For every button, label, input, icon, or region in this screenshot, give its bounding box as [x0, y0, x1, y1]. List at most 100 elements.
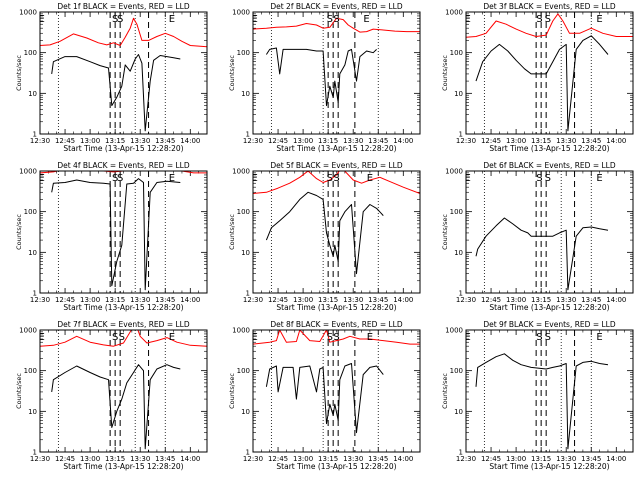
x-tick-label: 13:45: [368, 296, 388, 304]
events-series-line: [51, 364, 181, 450]
x-tick-label: 12:45: [55, 455, 75, 463]
panel-title: Det 1f BLACK = Events, RED = LLD: [57, 2, 190, 11]
x-tick-label: 13:00: [80, 455, 100, 463]
y-tick-label: 100: [237, 208, 250, 216]
x-tick-label: 14:00: [180, 455, 200, 463]
segment-marker: S: [333, 173, 339, 184]
x-tick-label: 12:45: [55, 296, 75, 304]
x-tick-label: 13:15: [105, 296, 125, 304]
x-tick-label: 13:15: [318, 455, 338, 463]
y-axis-label: Counts/sec: [15, 373, 23, 409]
events-series-line: [51, 178, 181, 291]
y-axis-label: Counts/sec: [228, 55, 236, 91]
plot-area: [40, 12, 207, 134]
x-axis-label: Start Time (13-Apr-15 12:28:20): [489, 462, 609, 471]
segment-marker: S: [327, 332, 333, 343]
y-tick-label: 1: [33, 290, 37, 298]
x-tick-label: 12:30: [456, 296, 476, 304]
x-tick-label: 13:15: [318, 296, 338, 304]
segment-marker: S: [117, 14, 123, 25]
y-tick-label: 1: [459, 131, 463, 139]
x-tick-label: 13:00: [293, 296, 313, 304]
y-tick-label: 1000: [232, 327, 250, 335]
plot-frame: [465, 11, 634, 135]
segment-marker: E: [169, 14, 175, 25]
y-tick-label: 1000: [232, 9, 250, 17]
panel-title: Det 7f BLACK = Events, RED = LLD: [57, 320, 190, 329]
y-tick-label: 1000: [445, 327, 463, 335]
lld-series-line: [253, 171, 420, 194]
x-tick-label: 12:45: [481, 137, 501, 145]
lld-series-line: [40, 330, 207, 347]
segment-marker: E: [39, 332, 45, 343]
x-tick-label: 12:45: [55, 137, 75, 145]
x-tick-label: 12:30: [30, 455, 50, 463]
x-tick-label: 12:30: [243, 455, 263, 463]
plot-frame: [465, 329, 634, 453]
segment-marker: E: [363, 14, 369, 25]
x-axis-label: Start Time (13-Apr-15 12:28:20): [276, 462, 396, 471]
y-tick-label: 10: [454, 90, 463, 98]
segment-marker: S: [112, 332, 118, 343]
plot-area: [253, 12, 420, 134]
x-tick-label: 14:00: [180, 296, 200, 304]
x-tick-label: 13:30: [343, 296, 363, 304]
segment-marker: S: [112, 14, 118, 25]
plot-frame: [39, 329, 208, 453]
panel-title: Det 6f BLACK = Events, RED = LLD: [483, 161, 616, 170]
events-series-line: [475, 35, 609, 132]
detector-panel: Det 6f BLACK = Events, RED = LLD 1 10 100 10…: [441, 161, 634, 312]
x-axis-label: Start Time (13-Apr-15 12:28:20): [63, 303, 183, 312]
y-tick-label: 10: [241, 408, 250, 416]
y-axis-label: Counts/sec: [441, 55, 449, 91]
segment-marker: E: [465, 14, 471, 25]
x-tick-label: 13:15: [531, 296, 551, 304]
y-tick-label: 1000: [19, 327, 37, 335]
y-tick-label: 10: [454, 408, 463, 416]
segment-marker: S: [333, 332, 339, 343]
plot-area: [475, 171, 609, 293]
x-tick-label: 13:15: [531, 455, 551, 463]
detector-panel: Det 4f BLACK = Events, RED = LLD 1 10 100 10…: [15, 161, 208, 312]
segment-marker: E: [39, 173, 45, 184]
y-tick-label: 10: [28, 249, 37, 257]
x-tick-label: 14:00: [180, 137, 200, 145]
detector-panel: Det 5f BLACK = Events, RED = LLD 1 10 100 10…: [228, 161, 421, 312]
x-tick-label: 13:45: [581, 296, 601, 304]
y-tick-label: 1000: [19, 9, 37, 17]
segment-marker: S: [333, 14, 339, 25]
x-tick-label: 12:45: [268, 455, 288, 463]
y-tick-label: 100: [450, 208, 463, 216]
lld-series-line: [466, 13, 633, 38]
y-tick-label: 100: [237, 367, 250, 375]
plot-frame: [39, 170, 208, 294]
y-tick-label: 1000: [445, 9, 463, 17]
x-tick-label: 12:30: [243, 296, 263, 304]
plot-frame: [252, 329, 421, 453]
panel-title: Det 9f BLACK = Events, RED = LLD: [483, 320, 616, 329]
segment-marker: E: [465, 332, 471, 343]
segment-marker: E: [367, 173, 373, 184]
y-axis-label: Counts/sec: [228, 214, 236, 250]
x-tick-label: 12:30: [30, 137, 50, 145]
y-axis-label: Counts/sec: [441, 214, 449, 250]
segment-marker: S: [536, 173, 542, 184]
x-tick-label: 13:45: [368, 137, 388, 145]
y-tick-label: 100: [450, 49, 463, 57]
detector-panel: Det 9f BLACK = Events, RED = LLD 1 10 100 10…: [441, 320, 634, 471]
segment-marker: S: [119, 332, 125, 343]
lld-series-line: [40, 17, 207, 48]
detector-panel: Det 3f BLACK = Events, RED = LLD 1 10 100 10…: [441, 2, 634, 153]
plot-area: [40, 330, 207, 452]
lld-series-line: [253, 17, 420, 33]
x-tick-label: 13:45: [368, 455, 388, 463]
x-tick-label: 13:30: [556, 296, 576, 304]
segment-marker: E: [596, 14, 602, 25]
x-tick-label: 13:00: [506, 296, 526, 304]
y-axis-label: Counts/sec: [228, 373, 236, 409]
x-tick-label: 13:30: [130, 455, 150, 463]
y-tick-label: 1: [246, 131, 250, 139]
segment-marker: S: [545, 332, 551, 343]
x-tick-label: 13:45: [581, 455, 601, 463]
